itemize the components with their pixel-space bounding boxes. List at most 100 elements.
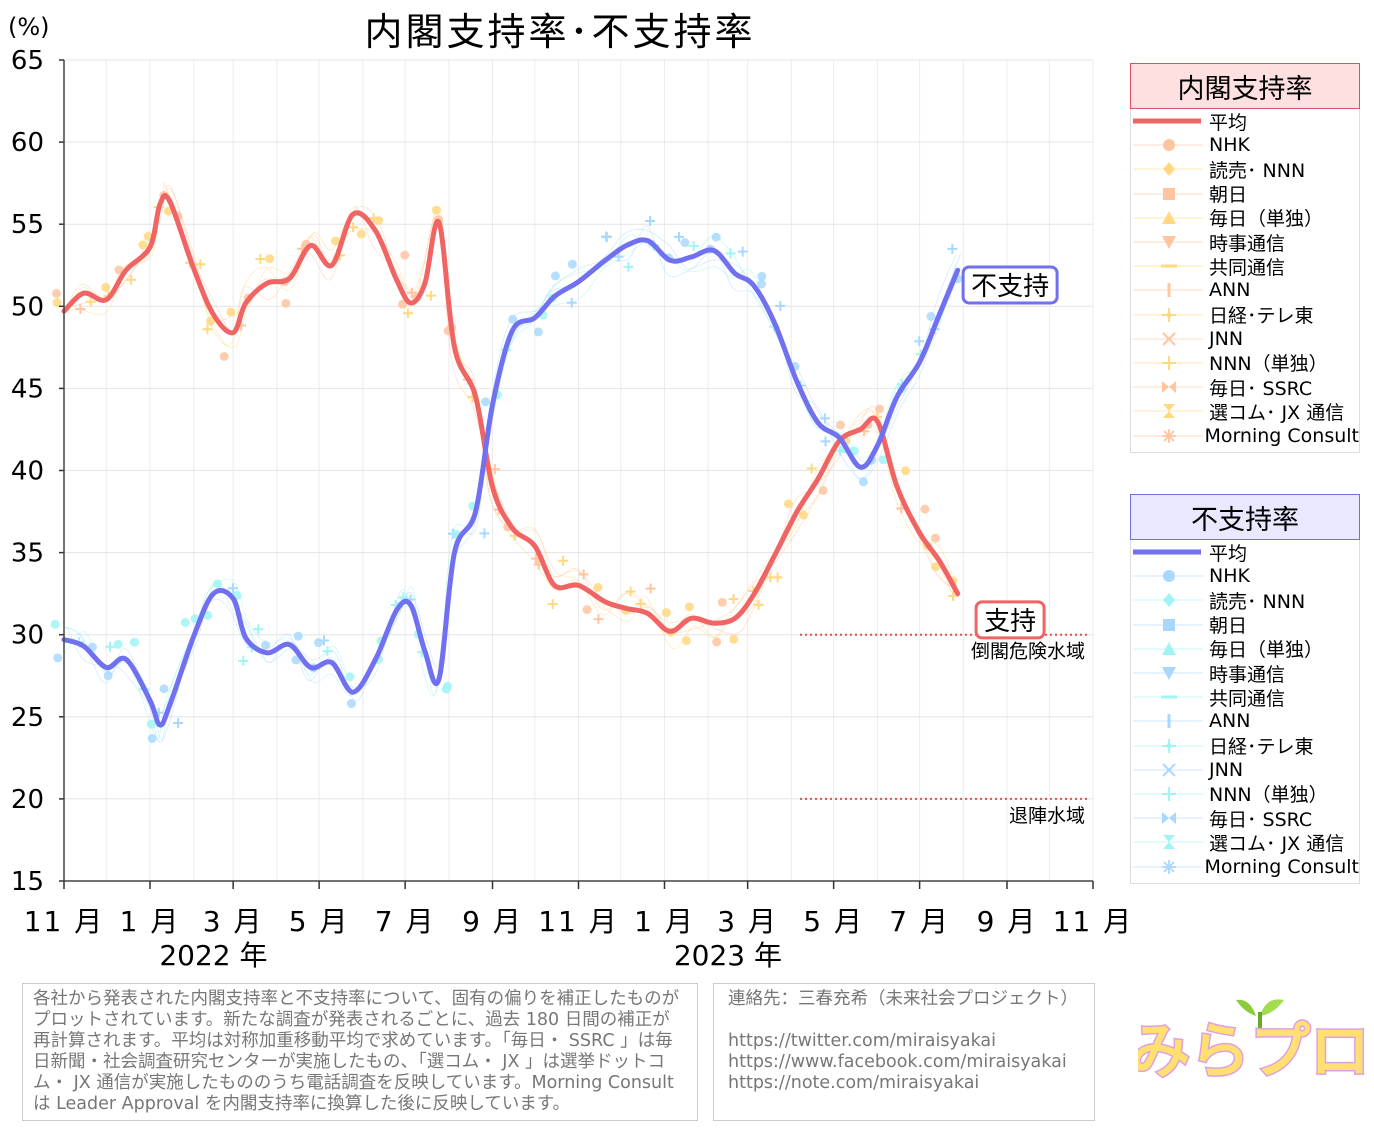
legend-support-item: 平均 <box>1131 109 1359 134</box>
legend-support-item: NNN（単独） <box>1131 351 1359 375</box>
legend-disapprove-item-label: 毎日･ SSRC <box>1209 808 1313 831</box>
poll-marker <box>858 477 868 487</box>
poll-marker <box>645 583 656 594</box>
poll-marker <box>737 246 748 257</box>
y-tick-label: 60 <box>11 128 44 158</box>
legend-support-item: Morning Consult <box>1131 423 1359 447</box>
legend-support-item-label: JNN <box>1209 327 1244 350</box>
contact-box: 連絡先：三春充希（未来社会プロジェクト） https://twitter.com… <box>713 983 1095 1121</box>
legend-disapprove-item: Morning Consult <box>1131 854 1359 878</box>
plus-icon <box>1133 786 1203 801</box>
poll-marker <box>920 504 930 514</box>
poll-marker <box>593 582 603 592</box>
legend-support-item-label: 平均 <box>1209 111 1248 134</box>
legend-support-item: 共同通信 <box>1131 254 1359 279</box>
poll-marker <box>431 205 441 215</box>
poll-marker <box>202 324 213 335</box>
legend-disapprove-item: 朝日 <box>1131 613 1359 637</box>
legend-disapprove-title: 不支持率 <box>1130 494 1360 540</box>
plus-star-icon <box>1133 307 1203 322</box>
threshold-label: 倒閣危険水域 <box>971 641 1085 663</box>
x-tick-label: 3 月 <box>203 905 264 938</box>
average-line-support <box>61 193 961 634</box>
legend-disapprove-item: NNN（単独） <box>1131 782 1359 806</box>
x-tick-label: 11 月 <box>1053 905 1134 938</box>
poll-marker <box>489 464 500 475</box>
legend-support-item-label: 選コム･ JX 通信 <box>1209 401 1345 424</box>
x-tick-label: 1 月 <box>634 905 695 938</box>
poll-marker <box>567 259 577 269</box>
poll-marker <box>625 586 636 597</box>
legend-disapprove-item-label: ANN <box>1209 710 1251 733</box>
asterisk-icon <box>1133 428 1203 443</box>
poll-marker <box>479 528 490 539</box>
poll-marker <box>717 597 727 607</box>
poll-marker <box>331 236 341 246</box>
poll-marker <box>146 719 156 729</box>
y-tick-label: 65 <box>11 46 44 76</box>
poll-marker <box>348 222 359 233</box>
annotation-box <box>974 600 1046 640</box>
poll-marker <box>635 598 646 609</box>
poll-marker <box>684 602 694 612</box>
poll-marker <box>711 232 721 242</box>
poll-marker <box>901 466 911 476</box>
poll-marker <box>265 254 275 264</box>
annotation-box <box>961 265 1059 305</box>
x-tick-label: 9 月 <box>462 905 523 938</box>
legend-disapprove-item-label: 朝日 <box>1209 615 1248 638</box>
legend-support-item: 選コム･ JX 通信 <box>1131 399 1359 424</box>
poll-marker <box>725 248 736 259</box>
poll-marker <box>113 639 123 649</box>
legend-support-item: NHK <box>1131 133 1359 157</box>
poll-marker <box>398 299 408 309</box>
legend-support-item: 毎日（単独） <box>1131 206 1359 230</box>
grid <box>63 59 1094 882</box>
legend-support-item-label: NHK <box>1209 134 1250 157</box>
line-icon <box>1133 549 1201 555</box>
contact-link-facebook[interactable]: https://www.facebook.com/miraisyakai <box>728 1052 1067 1072</box>
poll-marker <box>914 336 925 347</box>
poll-marker <box>728 594 739 605</box>
poll-marker <box>173 718 184 729</box>
plus-star-icon <box>1133 738 1203 753</box>
legend-disapprove-item-label: 選コム･ JX 通信 <box>1209 832 1345 855</box>
legend-disapprove-item: 読売･ NNN <box>1131 588 1359 613</box>
poll-marker <box>400 250 410 260</box>
legend-support-item-label: Morning Consult <box>1204 424 1359 447</box>
method-note: 各社から発表された内閣支持率と不支持率について、固有の偏りを補正したものがプロッ… <box>22 983 698 1121</box>
poll-marker <box>578 569 589 580</box>
poll-marker <box>835 420 845 430</box>
poll-trace <box>64 182 961 638</box>
poll-marker <box>948 590 959 601</box>
poll-marker <box>368 213 379 224</box>
poll-marker <box>818 486 828 496</box>
legend-disapprove-item-label: 時事通信 <box>1209 663 1286 686</box>
poll-marker <box>402 308 413 319</box>
poll-marker <box>255 253 266 264</box>
poll-marker <box>547 599 558 610</box>
y-tick-label: 15 <box>11 867 44 897</box>
annotation-label: 支持 <box>984 607 1036 637</box>
contact-link-twitter[interactable]: https://twitter.com/miraisyakai <box>728 1031 996 1051</box>
poll-marker <box>103 671 113 681</box>
poll-marker <box>203 610 213 620</box>
dash-icon <box>1133 264 1203 268</box>
legend-disapprove-item: ANN <box>1131 709 1359 733</box>
x-tick-label: 7 月 <box>375 905 436 938</box>
poll-marker <box>50 619 60 629</box>
asterisk-icon <box>1133 859 1203 874</box>
contact-link-note[interactable]: https://note.com/miraisyakai <box>728 1073 980 1093</box>
legend-support-item-label: 日経･テレ東 <box>1209 305 1314 328</box>
legend-disapprove-item-label: 平均 <box>1209 542 1248 565</box>
poll-marker <box>261 640 271 650</box>
poll-marker <box>757 279 767 289</box>
poll-marker <box>661 608 671 618</box>
annotation-label: 不支持 <box>971 272 1049 302</box>
poll-marker <box>757 271 767 281</box>
y-tick-label: 20 <box>11 785 44 815</box>
chart-title: 内閣支持率･不支持率 <box>364 10 755 54</box>
poll-marker <box>729 634 739 644</box>
